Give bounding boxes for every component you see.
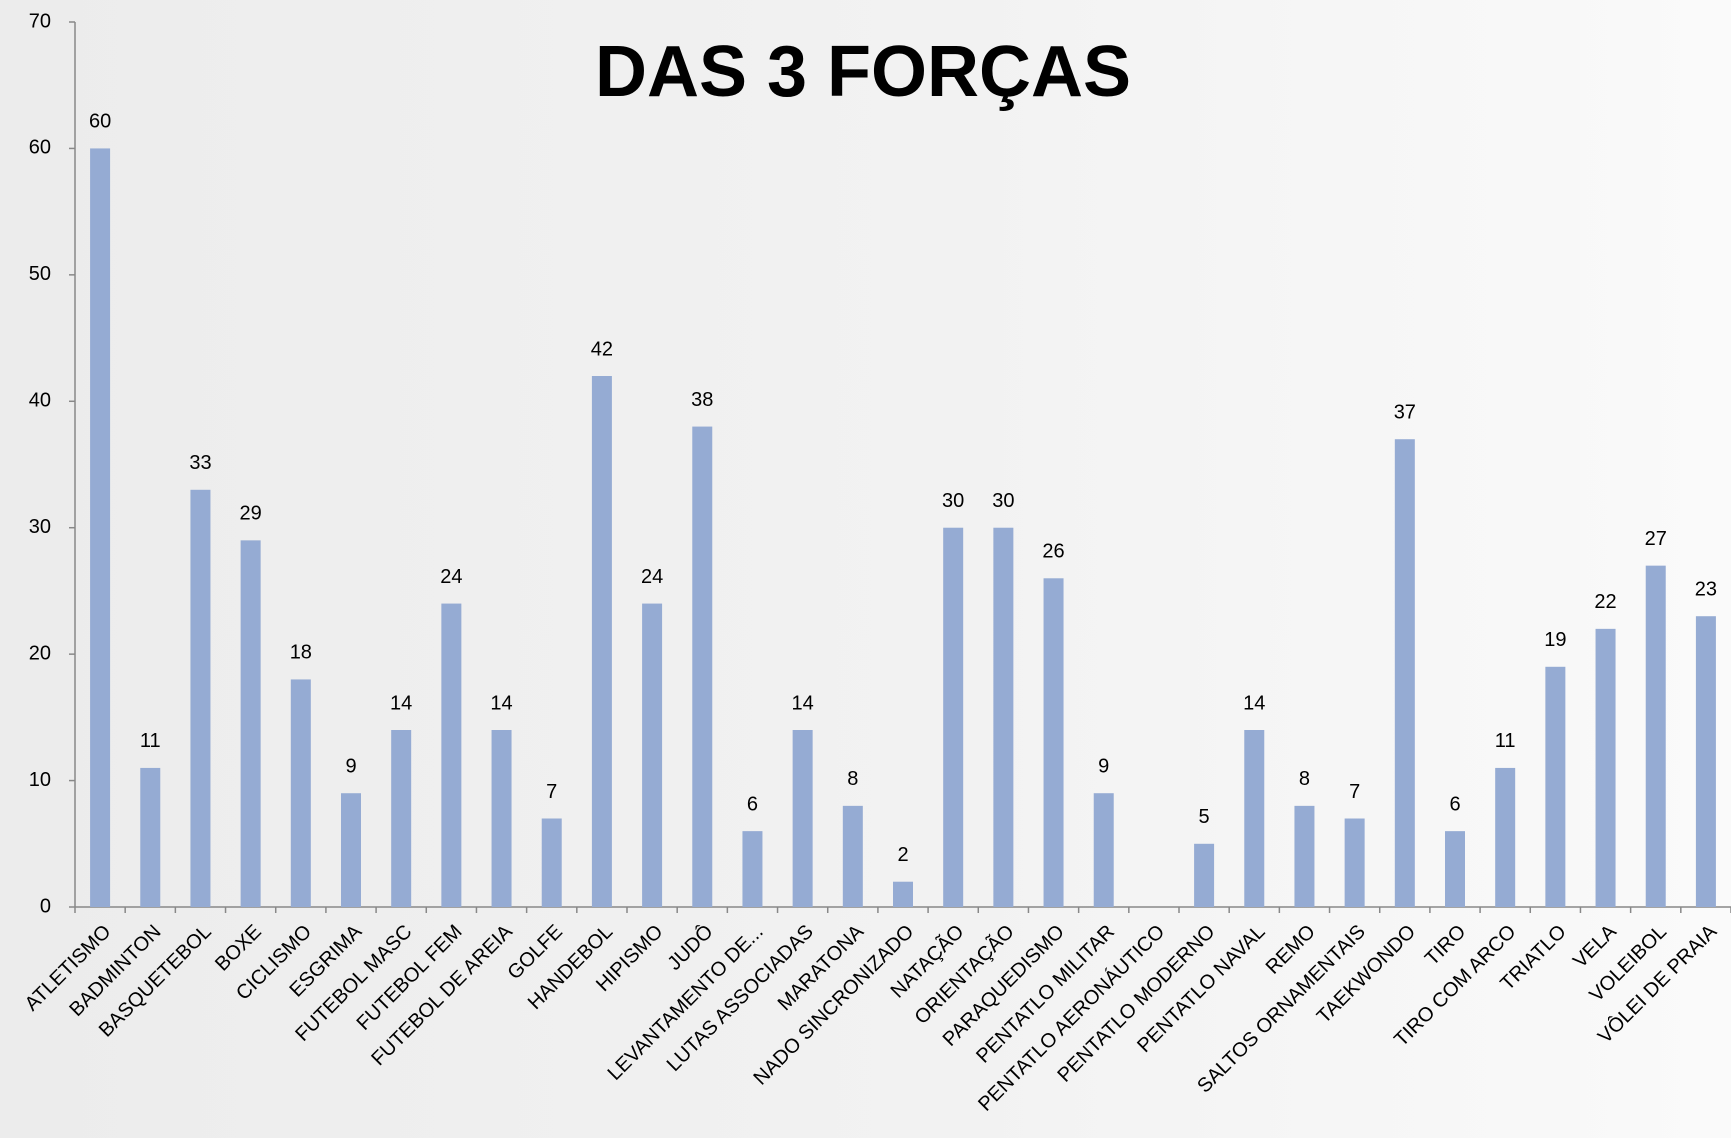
data-label: 60: [89, 111, 111, 133]
bar: [241, 540, 261, 907]
bar: [140, 768, 160, 907]
bar: [492, 730, 512, 907]
data-label: 26: [1042, 541, 1064, 563]
bar: [943, 528, 963, 907]
data-label: 9: [345, 755, 356, 777]
data-label: 9: [1098, 755, 1109, 777]
bar: [341, 793, 361, 907]
y-tick-label: 10: [29, 769, 51, 791]
bar: [793, 730, 813, 907]
data-label: 8: [847, 768, 858, 790]
y-tick-label: 20: [29, 642, 51, 664]
data-label: 7: [546, 781, 557, 803]
data-label: 14: [390, 692, 412, 714]
bar: [592, 376, 612, 907]
x-tick-label: ATLETISMO: [21, 921, 116, 1016]
bar: [1445, 831, 1465, 907]
data-label: 19: [1544, 629, 1566, 651]
data-label: 30: [942, 490, 964, 512]
bar: [642, 604, 662, 907]
data-label: 42: [591, 338, 613, 360]
data-label: 6: [747, 793, 758, 815]
data-label: 11: [1495, 730, 1516, 752]
bar: [993, 528, 1013, 907]
data-label: 24: [440, 566, 462, 588]
y-tick-label: 0: [40, 895, 51, 917]
bar: [291, 679, 311, 907]
chart-title: DAS 3 FORÇAS: [595, 32, 1131, 112]
y-tick-label: 60: [29, 137, 51, 159]
y-tick-label: 40: [29, 390, 51, 412]
bar: [1194, 844, 1214, 907]
data-label: 22: [1594, 591, 1616, 613]
data-label: 33: [189, 452, 211, 474]
data-label: 30: [992, 490, 1014, 512]
data-label: 37: [1394, 401, 1416, 423]
bar: [692, 427, 712, 907]
data-label: 14: [490, 692, 512, 714]
bar: [1696, 616, 1716, 907]
data-label: 6: [1449, 793, 1460, 815]
y-tick-label: 70: [29, 10, 51, 32]
bar: [1545, 667, 1565, 907]
data-label: 23: [1695, 578, 1717, 600]
bar: [843, 806, 863, 907]
bar: [742, 831, 762, 907]
data-label: 18: [290, 642, 312, 664]
bar: [1596, 629, 1616, 907]
bar: [893, 882, 913, 907]
data-label: 14: [1243, 692, 1265, 714]
data-label: 11: [140, 730, 161, 752]
bar: [1345, 819, 1365, 908]
bar: [90, 148, 110, 907]
bar: [542, 819, 562, 908]
y-tick-label: 50: [29, 263, 51, 285]
bar: [190, 490, 210, 907]
data-label: 14: [792, 692, 814, 714]
bar: [391, 730, 411, 907]
data-label: 2: [897, 844, 908, 866]
bar: [1244, 730, 1264, 907]
y-tick-label: 30: [29, 516, 51, 538]
data-label: 29: [240, 503, 262, 525]
data-label: 38: [691, 389, 713, 411]
data-label: 8: [1299, 768, 1310, 790]
bar: [1495, 768, 1515, 907]
bar: [1395, 439, 1415, 907]
data-label: 7: [1349, 781, 1360, 803]
data-label: 5: [1199, 806, 1210, 828]
bar: [441, 604, 461, 907]
data-label: 24: [641, 566, 663, 588]
bar: [1044, 578, 1064, 907]
bar: [1094, 793, 1114, 907]
bar: [1294, 806, 1314, 907]
data-label: 27: [1645, 528, 1667, 550]
chart: DAS 3 FORÇAS 010203040506070ATLETISMO60B…: [0, 0, 1731, 1138]
bar: [1646, 566, 1666, 907]
